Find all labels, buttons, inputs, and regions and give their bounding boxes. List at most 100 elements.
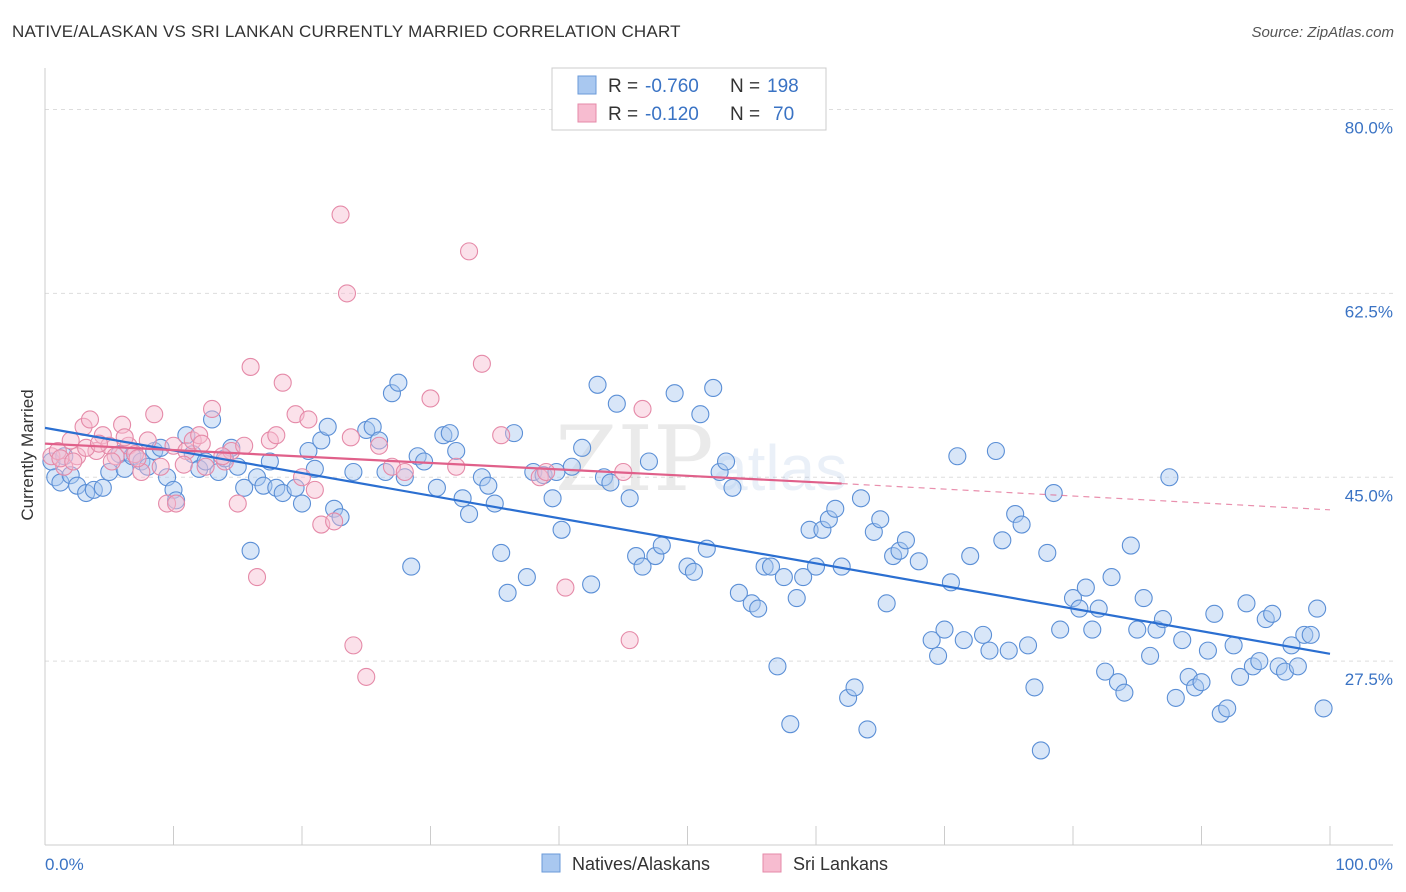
point-srilankans xyxy=(80,410,100,429)
point-srilankans xyxy=(395,462,414,482)
point-natives xyxy=(1063,589,1083,608)
point-srilankans xyxy=(174,455,193,474)
point-natives xyxy=(1025,678,1044,697)
legend-n-label-srilankans: N = xyxy=(730,104,760,125)
point-natives xyxy=(1108,673,1128,692)
point-srilankans xyxy=(633,399,652,419)
point-natives xyxy=(620,489,639,508)
point-natives xyxy=(761,557,781,576)
point-natives xyxy=(935,620,954,639)
point-natives xyxy=(235,478,254,497)
point-natives xyxy=(1263,604,1282,623)
point-natives xyxy=(517,568,536,587)
point-natives xyxy=(954,631,973,650)
trend-line-srilankans-extension xyxy=(841,482,1331,511)
point-natives xyxy=(909,552,928,571)
point-natives xyxy=(1173,631,1192,650)
point-natives xyxy=(774,568,793,587)
point-srilankans xyxy=(331,205,350,224)
point-srilankans xyxy=(48,441,67,461)
legend-box: R = -0.760 N = 198 R = -0.120 N = 70 xyxy=(551,67,827,131)
point-srilankans xyxy=(325,512,344,531)
y-axis-title: Currently Married xyxy=(18,389,37,520)
point-natives xyxy=(93,478,112,497)
point-natives xyxy=(794,568,813,587)
point-natives xyxy=(684,562,703,581)
point-natives xyxy=(100,462,119,482)
point-natives xyxy=(1224,636,1243,655)
point-srilankans xyxy=(472,354,491,373)
point-natives xyxy=(370,431,389,450)
y-tick-label: 45.0% xyxy=(1345,486,1393,505)
point-natives xyxy=(292,494,312,513)
point-natives xyxy=(382,384,402,403)
point-srilankans xyxy=(128,449,147,468)
point-natives xyxy=(851,489,871,508)
y-tick-label: 80.0% xyxy=(1345,119,1393,138)
point-natives xyxy=(627,547,646,566)
point-srilankans xyxy=(132,462,151,482)
chart-title: NATIVE/ALASKAN VS SRI LANKAN CURRENTLY M… xyxy=(12,22,681,41)
point-natives xyxy=(440,424,459,443)
bottom-legend-swatch-srilankans xyxy=(762,853,782,873)
point-natives xyxy=(999,641,1018,660)
point-natives xyxy=(1192,673,1211,692)
point-natives xyxy=(395,468,414,487)
point-natives xyxy=(1102,568,1121,587)
point-natives xyxy=(1134,589,1153,608)
legend-r-label-natives: R = xyxy=(608,76,638,97)
legend-n-value-srilankans: 70 xyxy=(773,104,794,125)
point-natives xyxy=(492,543,511,562)
point-natives xyxy=(665,384,684,403)
point-natives xyxy=(402,557,421,576)
point-natives xyxy=(573,438,592,457)
point-natives xyxy=(890,541,909,560)
point-srilankans xyxy=(228,494,247,513)
point-srilankans xyxy=(247,568,267,587)
point-srilankans xyxy=(89,434,109,453)
point-natives xyxy=(813,520,832,539)
point-natives xyxy=(704,378,723,398)
point-natives xyxy=(299,441,318,461)
point-natives xyxy=(552,520,571,539)
point-natives xyxy=(755,557,774,576)
point-natives xyxy=(858,720,877,739)
point-natives xyxy=(46,468,65,487)
legend-n-label-natives: N = xyxy=(730,76,760,97)
point-natives xyxy=(1096,662,1115,681)
point-natives xyxy=(1083,620,1102,639)
point-srilankans xyxy=(167,494,186,513)
point-natives xyxy=(993,531,1012,550)
point-natives xyxy=(1288,657,1307,676)
point-srilankans xyxy=(337,284,357,303)
point-natives xyxy=(1121,536,1140,555)
chart-source: Source: ZipAtlas.com xyxy=(1251,24,1394,41)
point-srilankans xyxy=(305,480,324,499)
point-natives xyxy=(601,473,620,492)
point-natives xyxy=(845,678,864,697)
point-natives xyxy=(826,499,845,518)
legend-swatch-srilankans xyxy=(577,103,597,123)
point-natives xyxy=(1128,620,1147,639)
point-srilankans xyxy=(447,457,466,476)
point-natives xyxy=(973,625,993,644)
bottom-legend-swatch-natives xyxy=(541,853,561,873)
y-tick-label: 62.5% xyxy=(1345,302,1393,321)
watermark-atlas: atlas xyxy=(712,432,847,504)
point-natives xyxy=(1160,468,1179,487)
point-natives xyxy=(479,476,498,495)
point-natives xyxy=(84,480,103,499)
point-natives xyxy=(203,410,222,429)
point-natives xyxy=(986,441,1005,461)
x-tick-label-max: 100.0% xyxy=(1335,855,1393,874)
legend-n-value-natives: 198 xyxy=(767,76,799,97)
trend-line-srilankans xyxy=(44,442,842,485)
point-srilankans xyxy=(492,426,511,445)
point-natives xyxy=(787,589,806,608)
point-natives xyxy=(1198,641,1217,660)
point-natives xyxy=(286,478,305,497)
point-natives xyxy=(877,594,896,613)
point-natives xyxy=(588,375,607,394)
point-natives xyxy=(961,547,980,566)
